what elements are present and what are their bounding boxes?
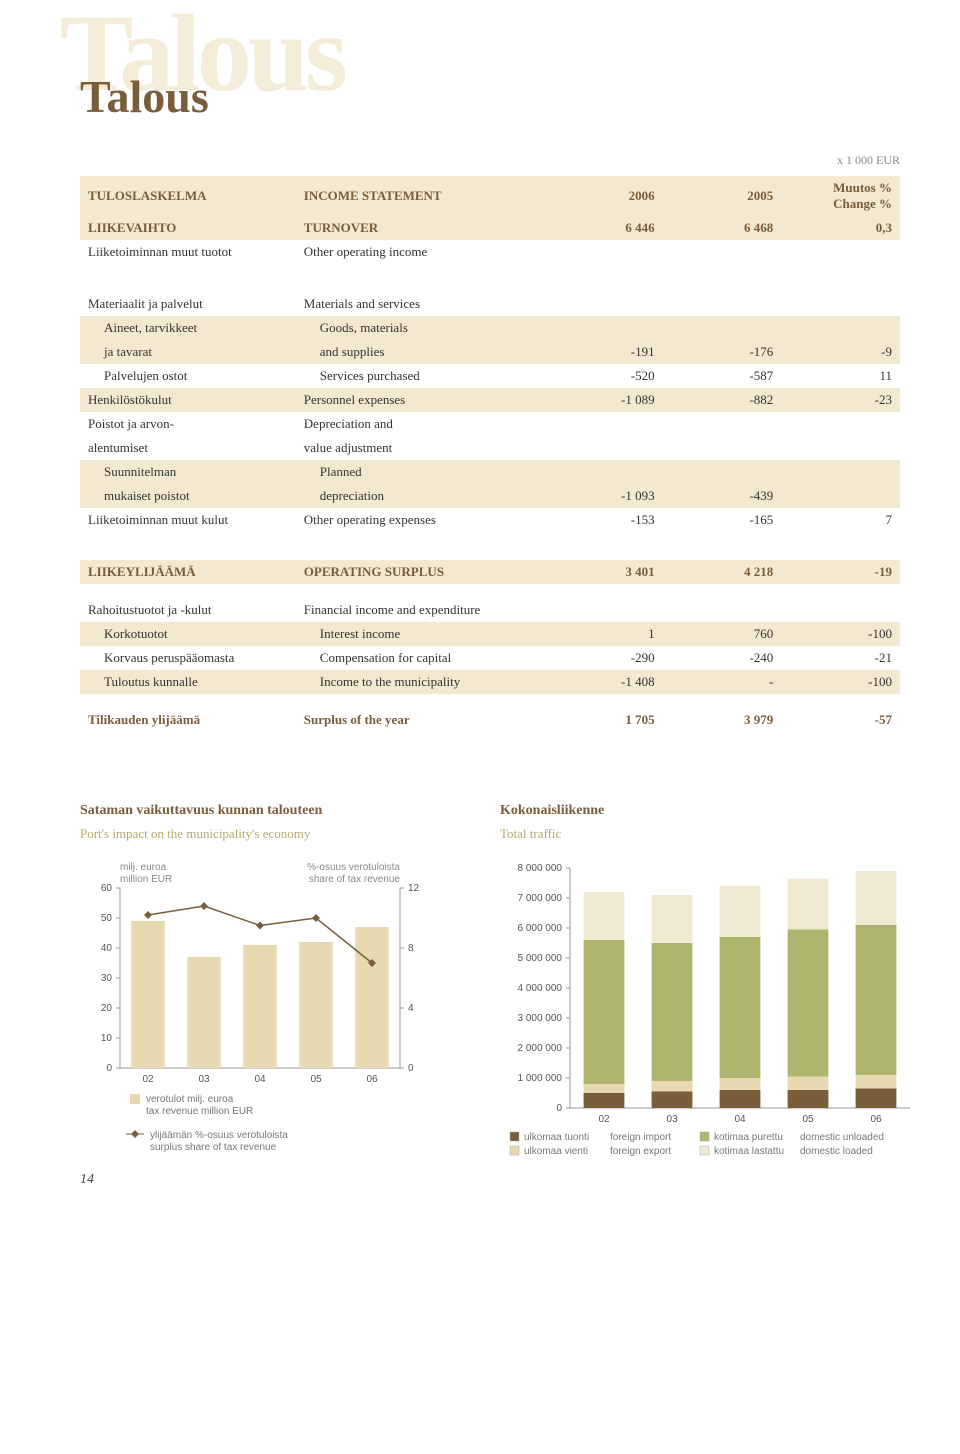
svg-text:7 000 000: 7 000 000: [518, 893, 563, 904]
svg-text:0: 0: [408, 1063, 414, 1074]
svg-text:tax revenue million EUR: tax revenue million EUR: [146, 1106, 253, 1117]
table-row: Poistot ja arvon- Depreciation and: [80, 412, 900, 436]
svg-text:02: 02: [142, 1074, 154, 1085]
svg-text:surplus share of tax revenue: surplus share of tax revenue: [150, 1142, 277, 1153]
table-row: Aineet, tarvikkeet Goods, materials: [80, 316, 900, 340]
svg-text:50: 50: [101, 913, 113, 924]
table-row: Materiaalit ja palvelut Materials and se…: [80, 292, 900, 316]
left-chart-block: Sataman vaikuttavuus kunnan talouteen Po…: [80, 802, 440, 1178]
svg-text:6 000 000: 6 000 000: [518, 923, 563, 934]
svg-text:04: 04: [734, 1114, 746, 1125]
svg-text:06: 06: [870, 1114, 882, 1125]
right-chart-svg: 0 1 000 000 2 000 000 3 000 000 4 000 000 5 0…: [500, 858, 920, 1178]
table-row: Korkotuotot Interest income 1 760 -100: [80, 622, 900, 646]
th-c4: 2005: [663, 176, 782, 216]
svg-text:verotulot milj. euroa: verotulot milj. euroa: [146, 1094, 234, 1105]
left-chart-title: Sataman vaikuttavuus kunnan talouteen: [80, 802, 440, 820]
svg-text:05: 05: [310, 1074, 322, 1085]
table-row: Palvelujen ostot Services purchased -520…: [80, 364, 900, 388]
svg-text:4: 4: [408, 1003, 414, 1014]
svg-text:ylijäämän %-osuus verotuloista: ylijäämän %-osuus verotuloista: [150, 1130, 288, 1141]
svg-text:8 000 000: 8 000 000: [518, 863, 563, 874]
th-c1: TULOSLASKELMA: [80, 176, 296, 216]
svg-text:foreign import: foreign import: [610, 1132, 671, 1143]
svg-text:05: 05: [802, 1114, 814, 1125]
th-c5-a: Muutos %: [833, 180, 892, 195]
table-row: ja tavarat and supplies -191 -176 -9: [80, 340, 900, 364]
svg-text:ulkomaa vienti: ulkomaa vienti: [524, 1146, 588, 1157]
table-row: Rahoitustuotot ja -kulut Financial incom…: [80, 598, 900, 622]
left-chart-subtitle: Port's impact on the municipality's econ…: [80, 826, 440, 842]
svg-text:2 000 000: 2 000 000: [518, 1043, 563, 1054]
table-row: Tuloutus kunnalle Income to the municipa…: [80, 670, 900, 694]
svg-text:1 000 000: 1 000 000: [518, 1073, 563, 1084]
svg-text:03: 03: [198, 1074, 210, 1085]
svg-text:8: 8: [408, 943, 414, 954]
table-row: Liiketoiminnan muut kulut Other operatin…: [80, 508, 900, 532]
svg-text:03: 03: [666, 1114, 678, 1125]
svg-text:domestic unloaded: domestic unloaded: [800, 1132, 884, 1143]
table-row: Suunnitelman Planned: [80, 460, 900, 484]
svg-text:million EUR: million EUR: [120, 874, 172, 885]
svg-text:0: 0: [106, 1063, 112, 1074]
svg-text:kotimaa lastattu: kotimaa lastattu: [714, 1146, 784, 1157]
th-c5: Muutos % Change %: [781, 176, 900, 216]
th-c3: 2006: [544, 176, 663, 216]
unit-label: x 1 000 EUR: [80, 153, 900, 168]
table-row: LIIKEYLIJÄÄMÄ OPERATING SURPLUS 3 401 4 …: [80, 560, 900, 584]
table-row: alentumiset value adjustment: [80, 436, 900, 460]
table-body: LIIKEVAIHTO TURNOVER 6 446 6 468 0,3 Lii…: [80, 216, 900, 732]
income-statement-table: TULOSLASKELMA INCOME STATEMENT 2006 2005…: [80, 176, 900, 732]
table-row: mukaiset poistot depreciation -1 093 -43…: [80, 484, 900, 508]
svg-text:domestic loaded: domestic loaded: [800, 1146, 873, 1157]
table-row: Liiketoiminnan muut tuotot Other operati…: [80, 240, 900, 264]
th-c5-b: Change %: [833, 196, 892, 211]
th-c2: INCOME STATEMENT: [296, 176, 544, 216]
table-row: Tilikauden ylijäämä Surplus of the year …: [80, 708, 900, 732]
svg-text:milj. euroa: milj. euroa: [120, 862, 167, 873]
page-number: 14: [80, 1172, 94, 1188]
svg-text:kotimaa purettu: kotimaa purettu: [714, 1132, 783, 1143]
svg-text:4 000 000: 4 000 000: [518, 983, 563, 994]
table-row: Korvaus peruspääomasta Compensation for …: [80, 646, 900, 670]
svg-text:foreign export: foreign export: [610, 1146, 671, 1157]
table-header-row: TULOSLASKELMA INCOME STATEMENT 2006 2005…: [80, 176, 900, 216]
table-row: Henkilöstökulut Personnel expenses -1 08…: [80, 388, 900, 412]
page-title: Talous: [80, 70, 900, 123]
svg-text:12: 12: [408, 883, 420, 894]
svg-text:06: 06: [366, 1074, 378, 1085]
table-row: LIIKEVAIHTO TURNOVER 6 446 6 468 0,3: [80, 216, 900, 240]
svg-text:30: 30: [101, 973, 113, 984]
svg-text:0: 0: [556, 1103, 562, 1114]
svg-text:ulkomaa tuonti: ulkomaa tuonti: [524, 1132, 589, 1143]
svg-text:60: 60: [101, 883, 113, 894]
svg-text:20: 20: [101, 1003, 113, 1014]
svg-text:share of tax revenue: share of tax revenue: [309, 874, 401, 885]
svg-text:3 000 000: 3 000 000: [518, 1013, 563, 1024]
right-chart-title: Kokonaisliikenne: [500, 802, 920, 820]
svg-text:%-osuus verotuloista: %-osuus verotuloista: [307, 862, 400, 873]
right-chart-subtitle: Total traffic: [500, 826, 920, 842]
svg-text:10: 10: [101, 1033, 113, 1044]
left-chart-svg: milj. euroamillion EUR %-osuus verotulois…: [80, 858, 440, 1178]
svg-text:04: 04: [254, 1074, 266, 1085]
right-chart-block: Kokonaisliikenne Total traffic 0 1 000 00…: [500, 802, 920, 1178]
svg-text:02: 02: [598, 1114, 610, 1125]
svg-text:5 000 000: 5 000 000: [518, 953, 563, 964]
svg-text:40: 40: [101, 943, 113, 954]
